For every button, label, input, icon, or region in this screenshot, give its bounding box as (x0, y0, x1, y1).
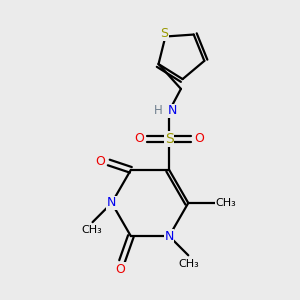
Text: CH₃: CH₃ (81, 225, 102, 236)
Text: N: N (164, 230, 174, 243)
Text: N: N (167, 104, 177, 118)
Text: H: H (154, 104, 162, 118)
Text: N: N (107, 196, 116, 209)
Text: O: O (116, 263, 125, 276)
Text: O: O (194, 132, 204, 146)
Text: O: O (96, 154, 106, 167)
Text: S: S (160, 27, 168, 40)
Text: O: O (134, 132, 144, 146)
Text: S: S (165, 132, 173, 146)
Text: CH₃: CH₃ (216, 198, 236, 208)
Text: CH₃: CH₃ (179, 259, 200, 269)
